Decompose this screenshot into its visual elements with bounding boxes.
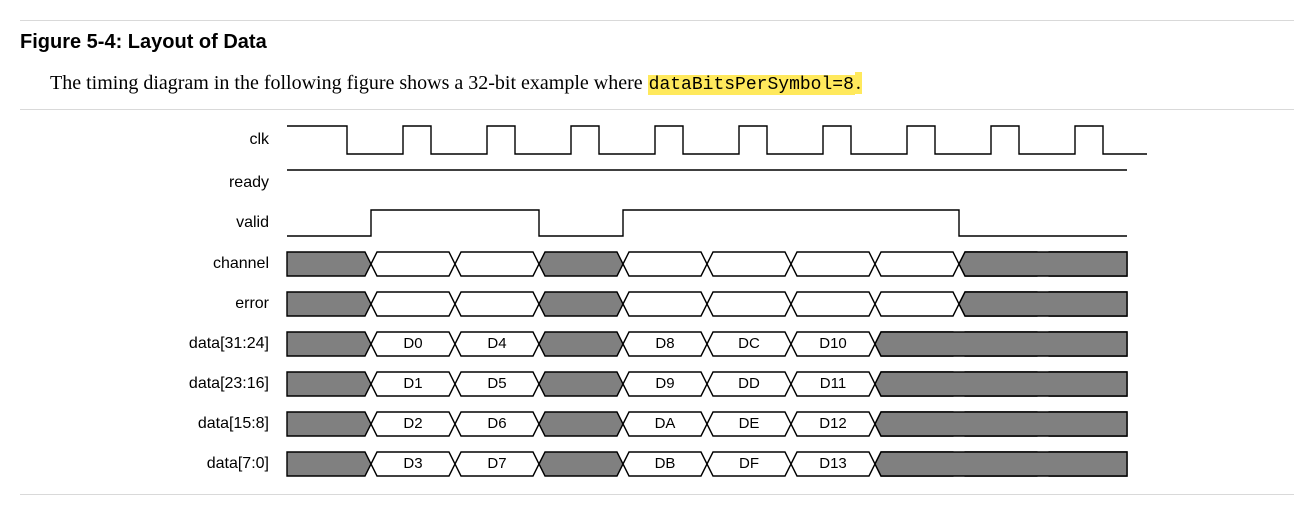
bus-cell-shaded — [539, 332, 623, 356]
bus-row: D3 D7 DB DF D13 — [287, 452, 1127, 476]
bus-cell-label: D8 — [655, 335, 674, 352]
bus-cell-label: D2 — [403, 415, 422, 432]
bus-cell — [455, 252, 539, 276]
bus-cell-shaded — [287, 452, 371, 476]
bus-cell-label: DD — [738, 375, 760, 392]
bus-cell-label: DE — [739, 415, 760, 432]
bus-cell-shaded — [539, 292, 623, 316]
page: Figure 5-4: Layout of Data The timing di… — [0, 0, 1314, 529]
bus-cell-label: D7 — [487, 455, 506, 472]
figure-title: Figure 5-4: Layout of Data — [20, 31, 1294, 54]
timing-svg: clk ready valid channel error data[31:24] D0 D4… — [167, 120, 1147, 490]
bottom-sep — [20, 494, 1294, 495]
valid-wave — [287, 210, 1127, 236]
bus-run-shaded — [959, 292, 1127, 316]
bus-row: D1 D5 D9 DD D11 — [287, 372, 1127, 396]
bus-run-shaded — [875, 412, 1127, 436]
bus-cell-label: DC — [738, 335, 760, 352]
caption-prefix: The timing diagram in the following figu… — [50, 72, 648, 94]
bus-cell-label: DA — [655, 415, 676, 432]
bus-cell-label: D11 — [820, 375, 846, 392]
bus-cell-shaded — [287, 252, 371, 276]
bus-cell-label: D12 — [819, 415, 847, 432]
bus-cell-label: D0 — [403, 335, 422, 352]
bus-cell-label: D10 — [819, 335, 847, 352]
caption-suffix: . — [855, 72, 862, 94]
bus-cell-shaded — [287, 412, 371, 436]
bus-cell-label: DB — [655, 455, 676, 472]
bus-run-shaded — [959, 252, 1127, 276]
signal-label: data[31:24] — [189, 335, 269, 352]
bus-cell-label: D1 — [403, 375, 422, 392]
bus-cell — [707, 252, 791, 276]
bus-run-shaded — [875, 372, 1127, 396]
bus-cell — [623, 292, 707, 316]
bus-row: D0 D4 D8 DC D10 — [287, 332, 1127, 356]
bus-row — [287, 252, 1127, 276]
bus-run-shaded — [875, 452, 1127, 476]
bus-cell — [875, 252, 959, 276]
bus-cell-shaded — [539, 412, 623, 436]
bus-cell — [455, 292, 539, 316]
bus-cell — [707, 292, 791, 316]
bus-cell-shaded — [287, 372, 371, 396]
caption-code: dataBitsPerSymbol=8 — [648, 75, 855, 95]
signal-label: channel — [213, 255, 269, 272]
bus-cell-label: D5 — [487, 375, 506, 392]
bus-cell-label: D9 — [655, 375, 674, 392]
bus-cell-shaded — [287, 332, 371, 356]
bus-cell-label: DF — [739, 455, 759, 472]
signal-label: data[15:8] — [198, 415, 269, 432]
bus-cell — [791, 252, 875, 276]
signal-label: clk — [249, 131, 270, 148]
bus-cell-shaded — [539, 452, 623, 476]
bus-cell — [371, 252, 455, 276]
bus-cell-shaded — [539, 252, 623, 276]
bus-cell-label: D3 — [403, 455, 422, 472]
bus-cell — [371, 292, 455, 316]
mid-sep — [20, 109, 1294, 110]
signal-label: error — [235, 295, 269, 312]
top-sep — [20, 20, 1294, 21]
bus-cell-shaded — [539, 372, 623, 396]
bus-cell — [791, 292, 875, 316]
clk-wave — [287, 126, 1147, 154]
bus-run-shaded — [875, 332, 1127, 356]
bus-cell-label: D4 — [487, 335, 506, 352]
signal-label: ready — [229, 174, 269, 191]
figure-caption: The timing diagram in the following figu… — [50, 72, 1294, 95]
bus-cell-label: D6 — [487, 415, 506, 432]
signal-label: data[23:16] — [189, 375, 269, 392]
bus-cell — [875, 292, 959, 316]
bus-cell-label: D13 — [819, 455, 847, 472]
signal-label: valid — [236, 214, 269, 231]
timing-diagram: clk ready valid channel error data[31:24] D0 D4… — [20, 120, 1294, 490]
signal-label: data[7:0] — [207, 455, 269, 472]
bus-cell-shaded — [287, 292, 371, 316]
bus-row: D2 D6 DA DE D12 — [287, 412, 1127, 436]
bus-cell — [623, 252, 707, 276]
bus-row — [287, 292, 1127, 316]
